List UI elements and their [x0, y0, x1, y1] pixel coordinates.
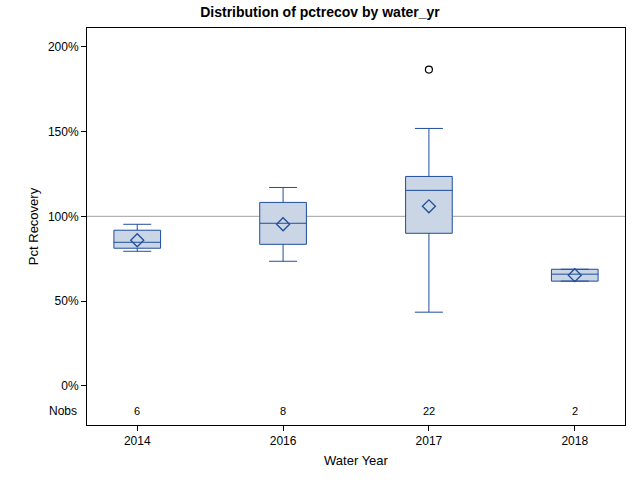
svg-text:2018: 2018: [561, 434, 588, 448]
svg-text:Nobs: Nobs: [49, 404, 77, 418]
svg-text:Pct Recovery: Pct Recovery: [26, 187, 41, 265]
svg-text:8: 8: [280, 405, 286, 417]
svg-text:2017: 2017: [416, 434, 443, 448]
svg-text:200%: 200%: [48, 40, 79, 54]
svg-text:100%: 100%: [48, 210, 79, 224]
svg-text:150%: 150%: [48, 125, 79, 139]
svg-text:2016: 2016: [270, 434, 297, 448]
svg-text:Distribution of pctrecov by wa: Distribution of pctrecov by water_yr: [200, 4, 440, 20]
svg-text:0%: 0%: [61, 379, 79, 393]
svg-text:50%: 50%: [55, 294, 79, 308]
svg-text:Water Year: Water Year: [324, 453, 389, 468]
svg-text:2: 2: [572, 405, 578, 417]
svg-text:22: 22: [423, 405, 435, 417]
svg-text:2014: 2014: [124, 434, 151, 448]
svg-text:6: 6: [134, 405, 140, 417]
